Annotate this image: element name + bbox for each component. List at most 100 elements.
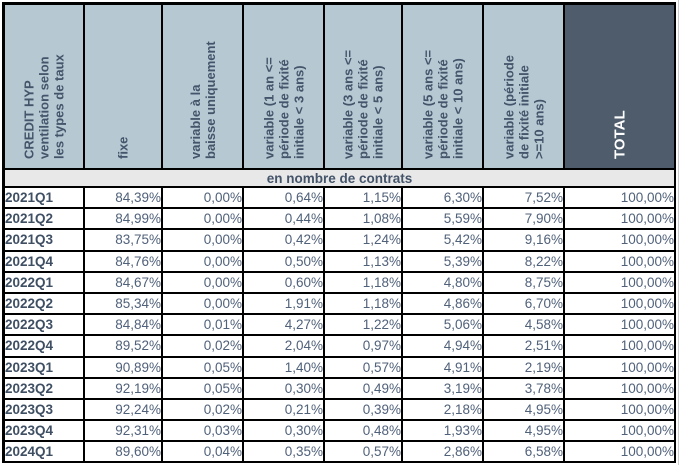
total-value-cell: 100,00% [565,442,676,464]
value-cell: 1,93% [403,421,484,443]
row-label: 2022Q3 [5,315,85,337]
value-cell: 0,05% [163,357,244,379]
value-cell: 4,58% [484,315,565,337]
column-header-variable-10ans-plus: variable (période de fixité initiale >=1… [484,5,565,170]
row-label: 2024Q1 [5,442,85,464]
value-cell: 0,04% [163,442,244,464]
value-cell: 0,49% [325,378,403,400]
row-label: 2023Q1 [5,357,85,379]
value-cell: 84,84% [85,315,163,337]
header-label: variable (5 ans <= période de fixité ini… [420,49,465,159]
row-label: 2023Q4 [5,421,85,443]
value-cell: 0,60% [244,272,325,294]
value-cell: 3,19% [403,378,484,400]
value-cell: 3,78% [484,378,565,400]
row-label: 2023Q2 [5,378,85,400]
table-row: 2022Q2 85,34% 0,00% 1,91% 1,18% 4,86% 6,70% 100… [5,293,676,316]
sheet-margin-gridline [678,0,679,465]
value-cell: 7,52% [484,188,565,210]
value-cell: 0,97% [325,336,403,358]
header-label: TOTAL [611,109,628,159]
total-value-cell: 100,00% [565,357,676,379]
value-cell: 5,42% [403,230,484,252]
total-value-cell: 100,00% [565,209,676,231]
value-cell: 0,03% [163,421,244,443]
value-cell: 84,76% [85,251,163,273]
value-cell: 92,24% [85,399,163,422]
total-value-cell: 100,00% [565,336,676,358]
value-cell: 9,16% [484,230,565,252]
value-cell: 0,00% [163,209,244,231]
column-header-credit-hyp: CREDIT HYP ventilation selon les types d… [5,5,85,170]
header-label: CREDIT HYP ventilation selon les types d… [21,53,67,159]
table-row: 2023Q2 92,19% 0,05% 0,30% 0,49% 3,19% 3,78% 100… [5,378,676,400]
value-cell: 1,08% [325,209,403,231]
value-cell: 5,59% [403,209,484,231]
table-row: 2021Q1 84,39% 0,00% 0,64% 1,15% 6,30% 7,52% 100… [5,188,676,210]
total-value-cell: 100,00% [565,230,676,252]
value-cell: 4,86% [403,293,484,316]
value-cell: 0,35% [244,442,325,464]
value-cell: 1,24% [325,230,403,252]
value-cell: 6,70% [484,293,565,316]
total-value-cell: 100,00% [565,188,676,210]
value-cell: 0,00% [163,293,244,316]
value-cell: 84,39% [85,188,163,210]
value-cell: 2,86% [403,442,484,464]
header-label: variable à la baisse uniquement [187,40,218,159]
value-cell: 0,30% [244,378,325,400]
value-cell: 4,95% [484,399,565,422]
value-cell: 6,58% [484,442,565,464]
total-value-cell: 100,00% [565,293,676,316]
table-row: 2024Q1 89,60% 0,04% 0,35% 0,57% 2,86% 6,58% 100… [5,442,676,464]
section-row: en nombre de contrats [5,170,676,188]
table-row: 2022Q4 89,52% 0,02% 2,04% 0,97% 4,94% 2,51% 100… [5,336,676,358]
value-cell: 0,01% [163,315,244,337]
value-cell: 0,00% [163,251,244,273]
row-label: 2022Q1 [5,272,85,294]
row-label: 2022Q2 [5,293,85,316]
value-cell: 5,06% [403,315,484,337]
header-label: variable (période de fixité initiale >=1… [501,54,546,159]
row-label: 2023Q3 [5,399,85,422]
column-header-variable-3ans-5ans: variable (3 ans <= période de fixité ini… [325,5,403,170]
value-cell: 0,57% [325,442,403,464]
row-label: 2021Q3 [5,230,85,252]
table-row: 2022Q3 84,84% 0,01% 4,27% 1,22% 5,06% 4,58% 100… [5,315,676,337]
section-label: en nombre de contrats [5,170,676,188]
value-cell: 4,80% [403,272,484,294]
value-cell: 2,04% [244,336,325,358]
value-cell: 0,57% [325,357,403,379]
header-row: CREDIT HYP ventilation selon les types d… [5,5,676,170]
column-header-variable-baisse: variable à la baisse uniquement [163,5,244,170]
value-cell: 1,18% [325,272,403,294]
value-cell: 1,22% [325,315,403,337]
column-header-variable-1an-3ans: variable (1 an <= période de fixité init… [244,5,325,170]
total-value-cell: 100,00% [565,378,676,400]
total-value-cell: 100,00% [565,315,676,337]
value-cell: 90,89% [85,357,163,379]
row-label: 2022Q4 [5,336,85,358]
value-cell: 7,90% [484,209,565,231]
table-row: 2021Q2 84,99% 0,00% 0,44% 1,08% 5,59% 7,90% 100… [5,209,676,231]
value-cell: 1,40% [244,357,325,379]
table-row: 2023Q1 90,89% 0,05% 1,40% 0,57% 4,91% 2,19% 100… [5,357,676,379]
value-cell: 92,31% [85,421,163,443]
value-cell: 1,91% [244,293,325,316]
row-label: 2021Q1 [5,188,85,210]
value-cell: 89,60% [85,442,163,464]
value-cell: 85,34% [85,293,163,316]
table-row: 2023Q3 92,24% 0,02% 0,21% 0,39% 2,18% 4,95% 100… [5,399,676,422]
value-cell: 0,39% [325,399,403,422]
value-cell: 0,44% [244,209,325,231]
value-cell: 8,22% [484,251,565,273]
value-cell: 0,00% [163,230,244,252]
table-row: 2022Q1 84,67% 0,00% 0,60% 1,18% 4,80% 8,75% 100… [5,272,676,294]
value-cell: 4,95% [484,421,565,443]
value-cell: 2,51% [484,336,565,358]
value-cell: 8,75% [484,272,565,294]
total-value-cell: 100,00% [565,399,676,422]
table-row: 2023Q4 92,31% 0,03% 0,30% 0,48% 1,93% 4,95% 100… [5,421,676,443]
